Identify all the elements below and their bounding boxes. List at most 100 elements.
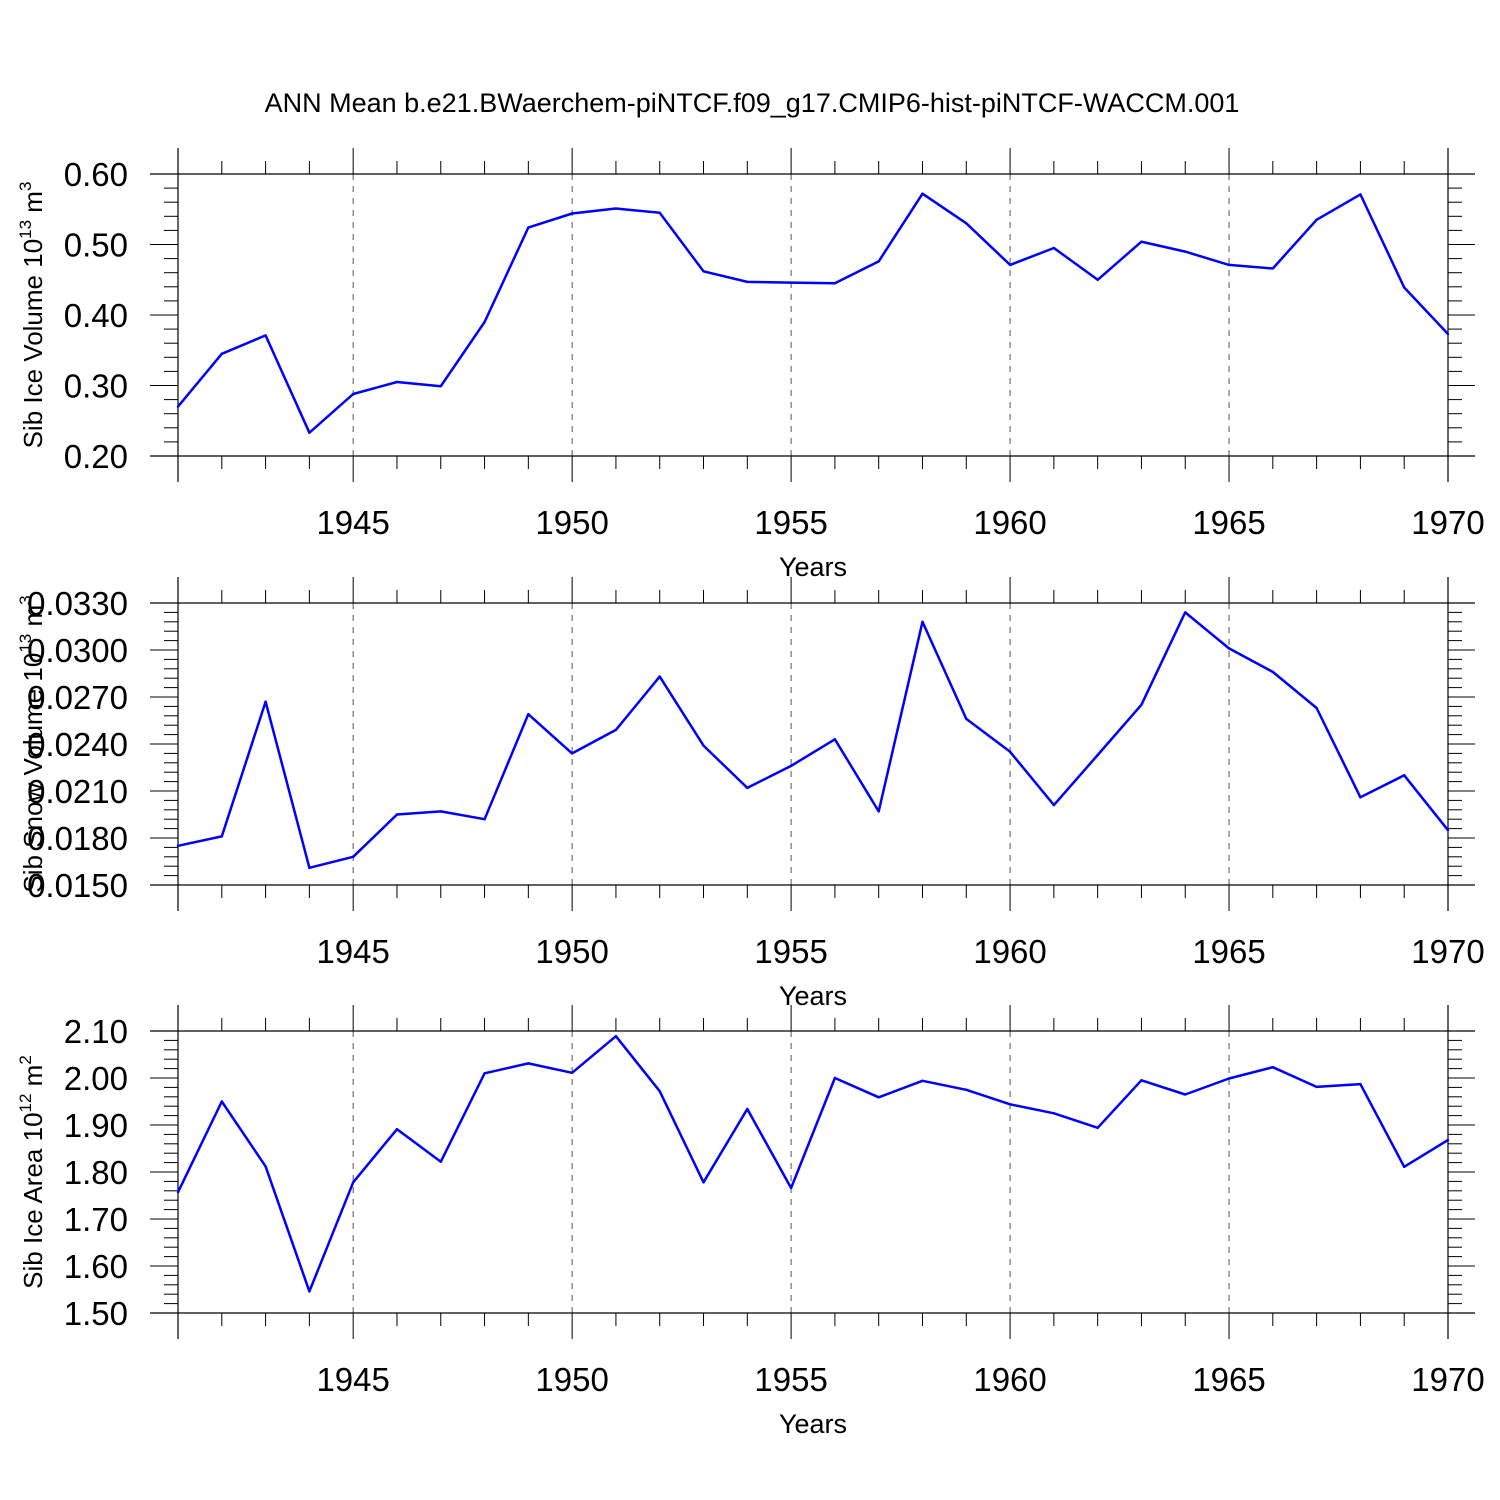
y-axis-label: Sib Snow Volume 1013 m3	[16, 595, 48, 892]
data-point	[746, 280, 749, 284]
data-point	[1184, 611, 1187, 614]
data-point	[965, 717, 968, 721]
data-point	[1271, 670, 1275, 674]
y-axis-label-superscript: 2	[16, 1055, 35, 1064]
y-axis-label: Sib Ice Area 1012 m2	[16, 1055, 48, 1289]
data-point	[439, 810, 442, 813]
y-tick-label: 0.60	[64, 156, 128, 193]
data-point	[833, 1076, 837, 1080]
data-point	[308, 431, 311, 434]
y-axis-label-superscript: 13	[16, 634, 35, 653]
data-point	[220, 352, 223, 355]
y-tick-label: 0.0270	[27, 679, 128, 716]
x-tick-label: 1955	[754, 933, 827, 970]
data-point	[483, 1072, 486, 1075]
data-point	[483, 320, 486, 324]
y-tick-label: 0.0240	[27, 726, 128, 763]
x-tick-label: 1950	[535, 1361, 608, 1398]
x-tick-label: 1945	[316, 504, 389, 541]
y-tick-label: 1.70	[64, 1201, 128, 1238]
data-point	[1271, 1065, 1275, 1069]
y-axis-label-superscript: 3	[16, 595, 35, 604]
y-axis-label-superscript: 12	[16, 1094, 35, 1113]
y-tick-label: 0.0180	[27, 820, 128, 857]
data-point	[351, 392, 355, 396]
data-point	[527, 226, 530, 229]
y-tick-label: 1.60	[64, 1248, 128, 1285]
data-point	[921, 620, 924, 623]
x-tick-label: 1965	[1192, 504, 1265, 541]
data-point	[395, 1128, 399, 1131]
data-point	[176, 844, 180, 848]
y-axis-label-text: Sib Ice Area 10	[18, 1112, 48, 1288]
panels: 1945 1950 1955 1960 1965 1970 0.20 0.30 0.40 0.50…	[16, 148, 1485, 1439]
y-tick-label: 1.80	[64, 1154, 128, 1191]
data-point	[527, 1062, 530, 1065]
data-point	[789, 281, 793, 284]
x-axis-label: Years	[779, 1409, 847, 1439]
y-axis-label-text: m	[18, 1065, 48, 1094]
data-point	[1446, 828, 1450, 832]
x-tick-label: 1960	[973, 933, 1046, 970]
data-point	[702, 744, 705, 747]
x-tick-label: 1970	[1411, 504, 1484, 541]
data-point	[264, 1165, 267, 1168]
x-tick-label: 1950	[535, 933, 608, 970]
y-axis-label-text: Sib Snow Volume 10	[18, 653, 48, 893]
data-point	[570, 752, 574, 755]
data-point	[658, 1089, 661, 1093]
data-point	[1315, 706, 1318, 710]
data-point	[1403, 286, 1406, 289]
y-tick-label: 0.30	[64, 368, 128, 405]
data-point	[1140, 703, 1143, 707]
data-point	[1359, 1082, 1362, 1086]
data-point	[921, 192, 924, 195]
data-point	[746, 786, 749, 790]
data-point	[439, 1160, 442, 1163]
data-point	[1271, 267, 1275, 270]
data-point	[1315, 218, 1318, 222]
data-point	[789, 1186, 793, 1190]
chart-panel-2: 1945 1950 1955 1960 1965 1970 0.0150 0.0180 0.02…	[16, 577, 1485, 1011]
data-point	[746, 1107, 749, 1111]
y-axis-label-text: Sib Ice Volume 10	[18, 239, 48, 449]
data-point	[877, 260, 880, 263]
data-point	[439, 385, 442, 388]
data-point	[1446, 1138, 1450, 1142]
data-point	[527, 713, 530, 716]
data-point	[702, 1181, 705, 1184]
data-point	[1184, 250, 1187, 253]
data-point	[1184, 1093, 1187, 1096]
data-point	[965, 1088, 968, 1091]
data-point	[702, 270, 705, 273]
x-tick-label: 1950	[535, 504, 608, 541]
figure-title: ANN Mean b.e21.BWaerchem-piNTCF.f09_g17.…	[265, 88, 1240, 118]
data-point	[1403, 774, 1406, 777]
data-point	[176, 1191, 180, 1194]
data-point	[1315, 1085, 1318, 1089]
y-axis-label-text: m	[18, 191, 48, 220]
data-point	[658, 211, 661, 214]
y-tick-label: 0.0330	[27, 585, 128, 622]
data-point	[220, 835, 223, 838]
data-point	[1403, 1165, 1406, 1169]
data-point	[921, 1079, 924, 1083]
x-tick-label: 1945	[316, 1361, 389, 1398]
chart-panel-1: 1945 1950 1955 1960 1965 1970 0.20 0.30 0.40 0.50…	[16, 148, 1485, 582]
y-tick-label: 0.50	[64, 227, 128, 264]
y-tick-label: 1.90	[64, 1107, 128, 1144]
data-point	[483, 818, 486, 821]
y-tick-label: 0.20	[64, 438, 128, 475]
y-axis-label: Sib Ice Volume 1013 m3	[16, 182, 48, 449]
y-tick-label: 2.10	[64, 1013, 128, 1050]
data-point	[1008, 263, 1012, 267]
y-tick-label: 0.40	[64, 297, 128, 334]
data-point	[1227, 647, 1231, 650]
data-point	[570, 212, 574, 215]
y-tick-label: 0.0150	[27, 867, 128, 904]
y-axis-label-superscript: 13	[16, 220, 35, 239]
data-point	[1446, 332, 1450, 336]
data-point	[614, 207, 618, 210]
x-tick-label: 1970	[1411, 1361, 1484, 1398]
